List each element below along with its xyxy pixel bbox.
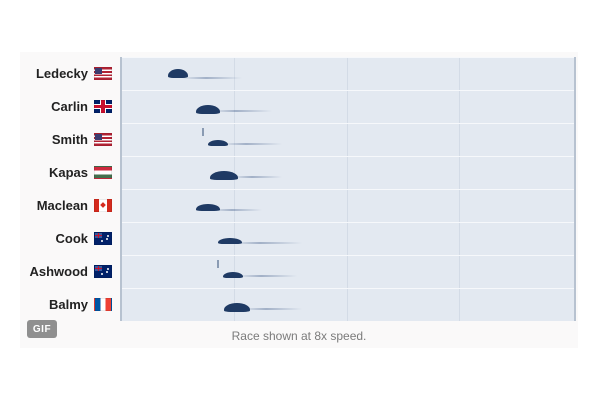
name-row-smith: Smith	[20, 123, 112, 156]
name-row-ashwood: Ashwood	[20, 255, 112, 288]
lane-cook	[122, 222, 574, 255]
swimmer-icon	[196, 204, 220, 211]
name-row-maclean: Maclean	[20, 189, 112, 222]
hun-flag-icon	[94, 166, 112, 179]
swimmer-name: Balmy	[48, 297, 88, 312]
lane-ashwood	[122, 255, 574, 288]
swimmer-icon	[218, 238, 242, 244]
lane-balmy	[122, 288, 574, 321]
swimmer-name: Ashwood	[29, 264, 89, 279]
swimmer-icon	[196, 105, 220, 114]
swimmer-icon	[210, 171, 238, 180]
usa-flag-icon	[94, 67, 112, 80]
swimmer-icon	[168, 69, 188, 78]
lane-kapas	[122, 156, 574, 189]
swimmer-name: Cook	[55, 231, 89, 246]
lane-ledecky	[122, 57, 574, 90]
usa-flag-icon	[94, 133, 112, 146]
lane-smith	[122, 123, 574, 156]
aus-flag-icon	[94, 265, 112, 278]
name-row-kapas: Kapas	[20, 156, 112, 189]
aus-flag-icon	[94, 232, 112, 245]
wake	[237, 275, 297, 277]
fra-flag-icon	[94, 298, 112, 311]
caption: Race shown at 8x speed.	[231, 329, 367, 343]
wake	[212, 209, 262, 211]
gbr-flag-icon	[94, 100, 112, 113]
pool-animation	[120, 57, 576, 321]
wake	[232, 176, 282, 178]
swimmer-icon	[223, 272, 243, 278]
wake	[182, 77, 242, 79]
swimmer-icon	[208, 140, 228, 146]
wake	[222, 143, 282, 145]
wake	[232, 242, 302, 244]
name-row-carlin: Carlin	[20, 90, 112, 123]
swimmer-name-column: Ledecky Carlin Smith Kapas Maclean Cook …	[20, 57, 112, 321]
name-row-cook: Cook	[20, 222, 112, 255]
lane-carlin	[122, 90, 574, 123]
swimmer-icon	[224, 303, 250, 312]
name-row-balmy: Balmy	[20, 288, 112, 321]
lane-maclean	[122, 189, 574, 222]
name-row-ledecky: Ledecky	[20, 57, 112, 90]
can-flag-icon	[94, 199, 112, 212]
wake	[212, 110, 272, 112]
swimmer-name: Maclean	[36, 198, 88, 213]
swimmer-name: Ledecky	[35, 66, 88, 81]
gif-badge[interactable]: GIF	[27, 320, 57, 338]
wake	[242, 308, 302, 310]
swimmer-name: Kapas	[48, 165, 88, 180]
splash-icon	[217, 260, 219, 268]
swimmer-name: Carlin	[51, 99, 88, 114]
race-figure: Ledecky Carlin Smith Kapas Maclean Cook …	[20, 52, 578, 348]
splash-icon	[202, 128, 204, 136]
swimmer-name: Smith	[51, 132, 88, 147]
